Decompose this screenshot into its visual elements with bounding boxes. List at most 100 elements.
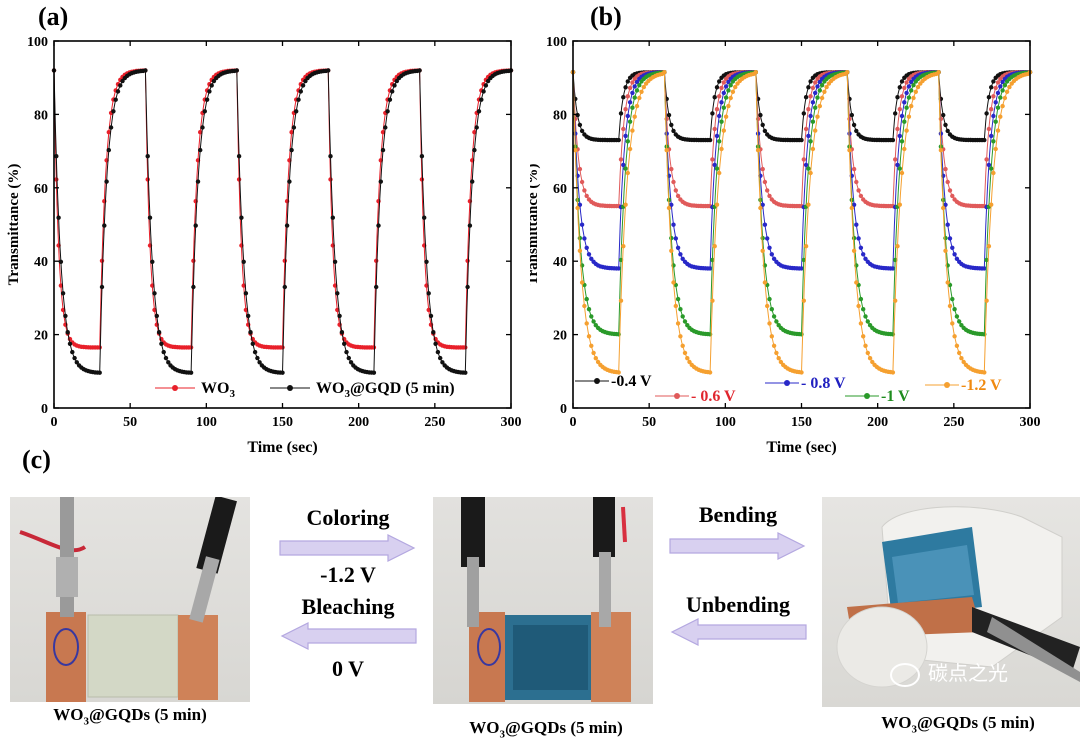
- data-point: [662, 70, 667, 75]
- data-point: [991, 94, 996, 99]
- x-tick-label: 200: [867, 415, 888, 430]
- data-point: [982, 370, 987, 375]
- data-point: [161, 349, 166, 355]
- data-point: [813, 105, 818, 110]
- data-point: [669, 235, 674, 241]
- data-point: [485, 78, 491, 84]
- data-point: [730, 89, 736, 95]
- data-point: [904, 90, 909, 96]
- data-point: [99, 258, 105, 263]
- data-point: [188, 370, 194, 375]
- data-point: [294, 109, 299, 114]
- data-point: [70, 349, 75, 355]
- legend-marker: [287, 385, 293, 391]
- panel-label-b: (b): [590, 2, 622, 31]
- data-point: [1000, 103, 1005, 109]
- data-point: [374, 284, 379, 290]
- legend-label: WO3@GQD (5 min): [316, 380, 455, 400]
- data-point: [383, 125, 388, 130]
- data-point: [60, 291, 66, 296]
- data-point: [755, 148, 761, 153]
- data-point: [154, 313, 159, 319]
- data-point: [342, 341, 347, 346]
- data-point: [810, 119, 816, 124]
- data-point: [630, 80, 635, 85]
- data-point: [481, 89, 486, 94]
- data-point: [664, 148, 669, 153]
- data-point: [998, 114, 1003, 119]
- data-point: [621, 244, 626, 249]
- data-point: [769, 334, 774, 339]
- data-point: [328, 154, 333, 159]
- photo-caption-3: WO3@GQDs (5 min): [881, 713, 1035, 736]
- data-point: [280, 370, 285, 375]
- legend-label: -1.2 V: [961, 377, 1002, 394]
- series-line: [572, 71, 1031, 269]
- data-point: [582, 303, 587, 309]
- data-point: [995, 105, 1001, 110]
- y-tick-label: 40: [34, 255, 48, 270]
- photo-bent-device: 碳点之光: [822, 497, 1080, 707]
- data-point: [1000, 79, 1005, 85]
- data-point: [801, 157, 806, 162]
- x-tick-label: 300: [1020, 415, 1041, 430]
- data-point: [255, 355, 260, 361]
- data-point: [623, 166, 628, 171]
- data-point: [858, 245, 864, 250]
- data-point: [287, 179, 292, 184]
- data-point: [166, 360, 171, 365]
- data-point: [63, 313, 68, 319]
- data-point: [897, 107, 902, 112]
- data-point: [584, 296, 589, 302]
- data-point: [947, 188, 953, 193]
- data-point: [774, 319, 779, 324]
- y-tick-label: 80: [553, 108, 567, 123]
- data-point: [467, 223, 473, 228]
- x-tick-label: 100: [196, 415, 217, 430]
- data-point: [952, 252, 957, 257]
- data-point: [982, 137, 987, 143]
- data-point: [591, 350, 596, 356]
- y-tick-label: 60: [553, 182, 567, 197]
- data-point: [257, 360, 262, 365]
- data-point: [675, 245, 681, 250]
- data-point: [632, 114, 637, 119]
- data-point: [632, 95, 637, 100]
- data-point: [815, 114, 820, 119]
- data-point: [856, 236, 861, 241]
- x-tick-label: 0: [51, 415, 58, 430]
- data-point: [899, 94, 905, 99]
- y-tick-label: 20: [553, 329, 567, 344]
- data-point: [893, 157, 898, 162]
- data-point: [991, 79, 996, 84]
- data-point: [586, 252, 592, 257]
- data-point: [72, 355, 77, 361]
- data-point: [248, 330, 253, 335]
- x-axis-label: Time (sec): [247, 439, 317, 456]
- data-point: [957, 319, 962, 324]
- data-point: [673, 188, 678, 193]
- data-point: [419, 177, 425, 182]
- data-point: [378, 179, 383, 184]
- data-point: [714, 202, 720, 207]
- data-point: [621, 126, 626, 132]
- data-point: [577, 202, 583, 207]
- data-point: [717, 94, 722, 99]
- data-point: [854, 280, 859, 285]
- data-point: [616, 370, 621, 375]
- data-point: [726, 88, 731, 93]
- data-point: [995, 90, 1001, 96]
- data-point: [623, 202, 628, 207]
- data-point: [474, 125, 479, 130]
- series-line: [53, 69, 512, 348]
- data-point: [577, 122, 583, 128]
- data-point: [156, 330, 162, 335]
- data-point: [909, 79, 914, 85]
- data-point: [769, 307, 774, 312]
- data-point: [586, 334, 592, 339]
- data-point: [954, 343, 960, 348]
- legend-marker: [594, 378, 600, 384]
- data-point: [616, 266, 621, 271]
- data-point: [152, 291, 157, 296]
- data-point: [463, 370, 468, 375]
